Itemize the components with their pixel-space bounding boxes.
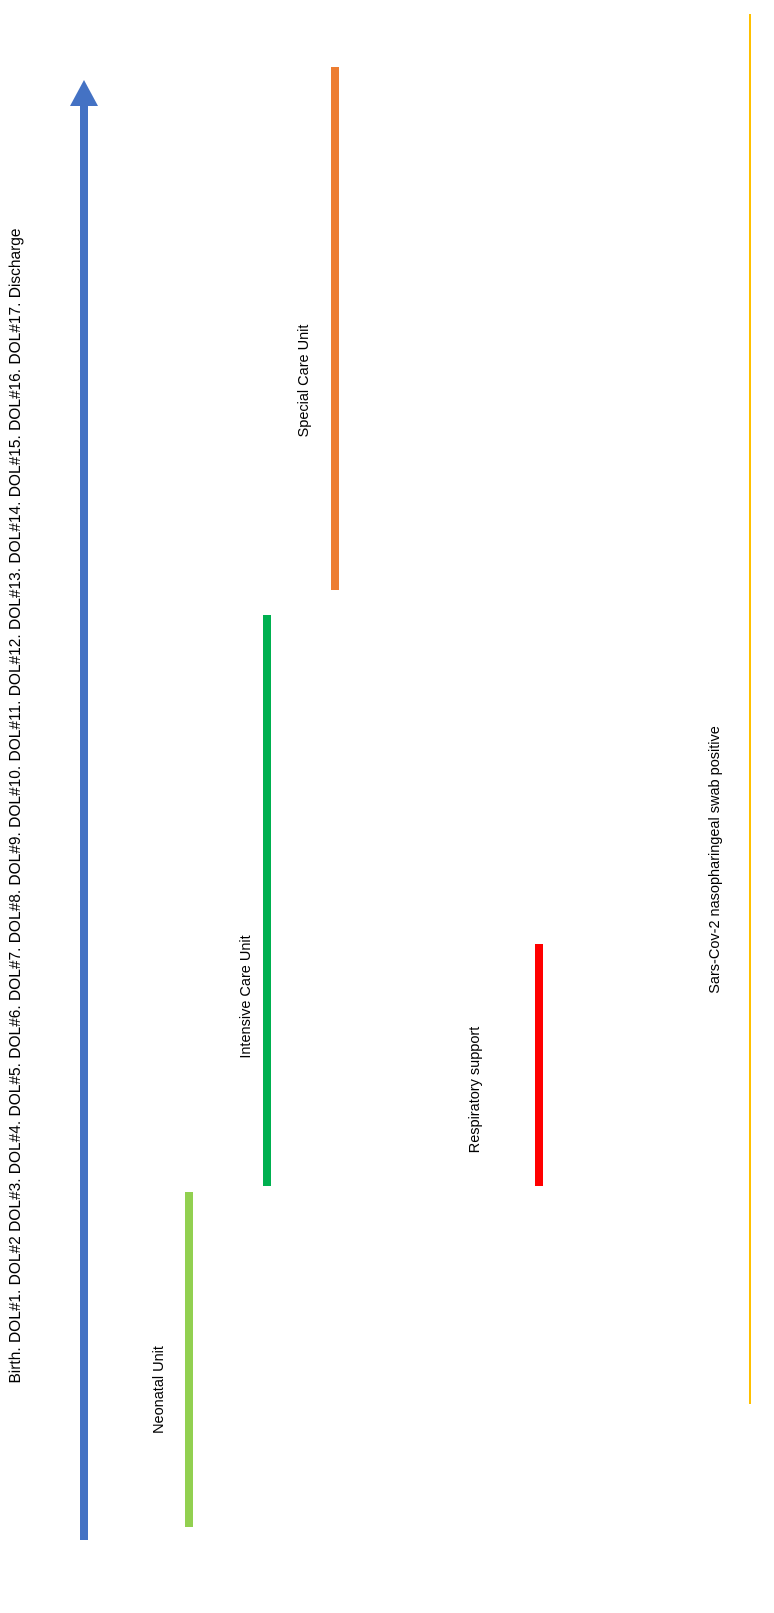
intensive-care-unit-bar	[263, 615, 271, 1186]
neonatal-unit-bar	[185, 1192, 193, 1527]
intensive-care-unit-label: Intensive Care Unit	[238, 935, 254, 1059]
sars-cov-2-positive-bar	[749, 14, 751, 1404]
neonatal-unit-label: Neonatal Unit	[151, 1346, 167, 1434]
special-care-unit-bar	[331, 67, 339, 590]
special-care-unit-label: Special Care Unit	[296, 324, 312, 438]
sars-cov-2-positive-label: Sars-Cov-2 nasopharingeal swab positive	[707, 726, 723, 994]
respiratory-support-label: Respiratory support	[467, 1026, 483, 1154]
timeline-arrow-shaft	[80, 100, 88, 1540]
timeline-arrow-head	[70, 80, 98, 106]
respiratory-support-bar	[535, 944, 543, 1186]
